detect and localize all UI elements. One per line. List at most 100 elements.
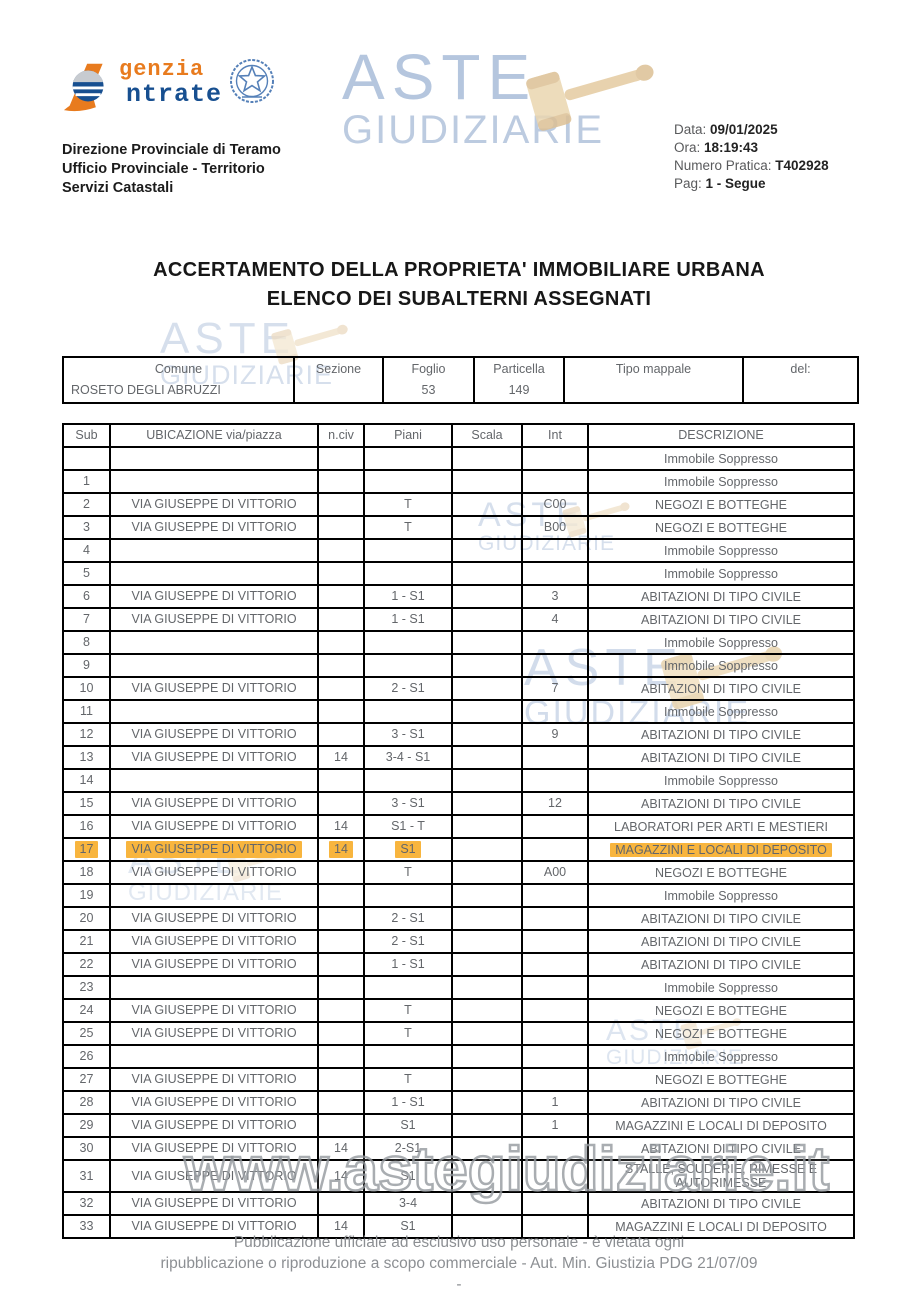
column-header: Sub bbox=[62, 423, 111, 448]
table-cell: VIA GIUSEPPE DI VITTORIO bbox=[109, 584, 319, 609]
table-cell bbox=[317, 469, 365, 494]
table-cell bbox=[109, 883, 319, 908]
table-cell: NEGOZI E BOTTEGHE bbox=[587, 492, 855, 517]
meta-line: Pag: 1 - Segue bbox=[674, 176, 766, 191]
table-cell: 2 - S1 bbox=[363, 906, 453, 931]
table-cell bbox=[451, 1021, 523, 1046]
table-cell: S1 bbox=[363, 1159, 453, 1193]
table-cell bbox=[317, 607, 365, 632]
table-cell: VIA GIUSEPPE DI VITTORIO bbox=[109, 860, 319, 885]
table-cell bbox=[451, 1214, 523, 1239]
table-cell: Immobile Soppresso bbox=[587, 446, 855, 471]
table-cell bbox=[363, 699, 453, 724]
table-row: 28 VIA GIUSEPPE DI VITTORIO 1 - S1 1 ABITAZI… bbox=[62, 1090, 855, 1115]
table-row: 17 VIA GIUSEPPE DI VITTORIO 14 S1 MAGAZZINI … bbox=[62, 837, 855, 862]
info-cell: Particella 149 bbox=[473, 356, 565, 404]
table-cell bbox=[317, 1113, 365, 1138]
table-cell bbox=[317, 998, 365, 1023]
table-cell bbox=[317, 722, 365, 747]
table-cell bbox=[521, 1021, 589, 1046]
table-cell bbox=[363, 653, 453, 678]
table-cell: B00 bbox=[521, 515, 589, 540]
table-cell: 31 bbox=[62, 1159, 111, 1193]
table-cell: Immobile Soppresso bbox=[587, 630, 855, 655]
table-cell: 7 bbox=[521, 676, 589, 701]
column-header: DESCRIZIONE bbox=[587, 423, 855, 448]
table-cell: NEGOZI E BOTTEGHE bbox=[587, 1021, 855, 1046]
table-cell: 14 bbox=[317, 837, 365, 862]
table-cell bbox=[521, 446, 589, 471]
table-cell bbox=[521, 1136, 589, 1161]
table-cell: T bbox=[363, 1067, 453, 1092]
table-cell bbox=[521, 837, 589, 862]
table-cell: ABITAZIONI DI TIPO CIVILE bbox=[587, 745, 855, 770]
table-cell bbox=[363, 561, 453, 586]
aste-logo-text: GIUDIZIARIE bbox=[342, 108, 605, 152]
table-cell bbox=[317, 1067, 365, 1092]
table-cell bbox=[317, 883, 365, 908]
table-row: 19 Immobile Soppresso bbox=[62, 883, 855, 908]
table-row: Immobile Soppresso bbox=[62, 446, 855, 471]
table-cell bbox=[521, 1159, 589, 1193]
table-cell bbox=[451, 860, 523, 885]
table-cell: Immobile Soppresso bbox=[587, 561, 855, 586]
main-table-header-row: Sub UBICAZIONE via/piazza n.civ Piani Scala I… bbox=[62, 423, 855, 448]
table-cell: 18 bbox=[62, 860, 111, 885]
table-cell: 14 bbox=[317, 1136, 365, 1161]
table-cell: 2 - S1 bbox=[363, 676, 453, 701]
table-cell bbox=[451, 906, 523, 931]
aste-giudiziarie-logo: ASTE GIUDIZIARIE bbox=[342, 45, 654, 152]
table-cell: VIA GIUSEPPE DI VITTORIO bbox=[109, 722, 319, 747]
footer: Pubblicazione ufficiale ad esclusivo uso… bbox=[0, 1232, 918, 1295]
table-cell: 24 bbox=[62, 998, 111, 1023]
table-cell: VIA GIUSEPPE DI VITTORIO bbox=[109, 745, 319, 770]
page-title: ACCERTAMENTO DELLA PROPRIETA' IMMOBILIAR… bbox=[0, 256, 918, 314]
table-row: 31 VIA GIUSEPPE DI VITTORIO 14 S1 STALLE, SC… bbox=[62, 1159, 855, 1193]
table-cell bbox=[363, 538, 453, 563]
table-cell bbox=[363, 1044, 453, 1069]
table-cell: 9 bbox=[521, 722, 589, 747]
table-cell: T bbox=[363, 1021, 453, 1046]
table-cell bbox=[521, 883, 589, 908]
table-cell bbox=[451, 676, 523, 701]
table-cell: 3 bbox=[521, 584, 589, 609]
table-cell bbox=[317, 768, 365, 793]
table-cell: 23 bbox=[62, 975, 111, 1000]
table-cell bbox=[521, 653, 589, 678]
table-cell bbox=[521, 699, 589, 724]
table-cell: VIA GIUSEPPE DI VITTORIO bbox=[109, 1021, 319, 1046]
table-cell bbox=[451, 929, 523, 954]
table-cell bbox=[109, 699, 319, 724]
table-cell: ABITAZIONI DI TIPO CIVILE bbox=[587, 676, 855, 701]
table-cell: NEGOZI E BOTTEGHE bbox=[587, 998, 855, 1023]
table-cell bbox=[451, 722, 523, 747]
table-cell bbox=[451, 699, 523, 724]
table-cell: VIA GIUSEPPE DI VITTORIO bbox=[109, 906, 319, 931]
table-cell: S1 bbox=[363, 837, 453, 862]
table-cell: 3 bbox=[62, 515, 111, 540]
table-cell: 3-4 - S1 bbox=[363, 745, 453, 770]
table-cell bbox=[521, 906, 589, 931]
table-cell bbox=[363, 768, 453, 793]
table-cell: LABORATORI PER ARTI E MESTIERI bbox=[587, 814, 855, 839]
table-cell bbox=[451, 975, 523, 1000]
table-cell bbox=[521, 814, 589, 839]
table-cell: 4 bbox=[521, 607, 589, 632]
table-row: 22 VIA GIUSEPPE DI VITTORIO 1 - S1 ABITAZIO… bbox=[62, 952, 855, 977]
parcel-info-table: Comune ROSETO DEGLI ABRUZZI Sezione Foglio 5… bbox=[62, 356, 859, 404]
meta-line: Numero Pratica: T402928 bbox=[674, 158, 829, 173]
table-cell: 7 bbox=[62, 607, 111, 632]
table-cell: VIA GIUSEPPE DI VITTORIO bbox=[109, 1090, 319, 1115]
table-cell: 29 bbox=[62, 1113, 111, 1138]
table-cell: ABITAZIONI DI TIPO CIVILE bbox=[587, 607, 855, 632]
table-cell bbox=[62, 446, 111, 471]
table-cell: STALLE, SCUDERIE, RIMESSE E AUTORIMESSE bbox=[587, 1159, 855, 1193]
footer-line-1: Pubblicazione ufficiale ad esclusivo uso… bbox=[233, 1234, 685, 1251]
table-cell bbox=[521, 561, 589, 586]
table-cell: MAGAZZINI E LOCALI DI DEPOSITO bbox=[587, 1214, 855, 1239]
main-table-body: Immobile Soppresso 1 Immobile Soppresso 2 VI… bbox=[62, 446, 855, 1239]
meta-line: Ora: 18:19:43 bbox=[674, 140, 759, 155]
table-cell bbox=[451, 952, 523, 977]
table-cell bbox=[363, 630, 453, 655]
